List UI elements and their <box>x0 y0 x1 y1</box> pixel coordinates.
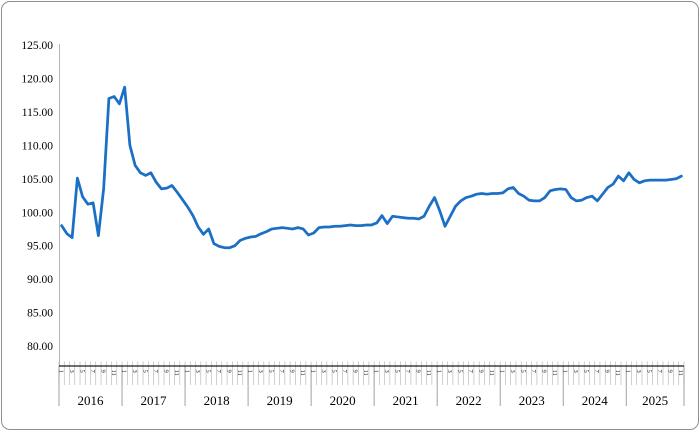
month-tick-label: 11 <box>551 370 558 376</box>
month-tick-label: 9 <box>667 370 674 373</box>
month-tick-label: 7 <box>341 370 348 374</box>
month-tick-label: 9 <box>541 370 548 373</box>
y-tick-label: 120.00 <box>21 73 53 85</box>
month-tick-label: 9 <box>162 370 169 373</box>
month-tick-label: 5 <box>457 370 464 373</box>
month-tick-label: 11 <box>362 370 369 376</box>
month-tick-label: 5 <box>394 370 401 373</box>
year-label: 2020 <box>330 393 356 408</box>
month-tick-label: 7 <box>404 370 411 374</box>
month-tick-label: 11 <box>299 370 306 376</box>
y-tick-label: 105.00 <box>21 174 53 186</box>
month-tick-label: 3 <box>383 370 390 373</box>
month-tick-label: 5 <box>331 370 338 373</box>
month-tick-label: 5 <box>141 370 148 373</box>
y-tick-label: 90.00 <box>27 274 53 286</box>
month-tick-label: 9 <box>478 370 485 373</box>
month-tick-label: 11 <box>425 370 432 376</box>
month-tick-label: 11 <box>110 370 117 376</box>
month-tick-label: 1 <box>57 370 64 373</box>
year-labels: 2016 2017 2018 2019 2020 2021 2022 2023 2024 2025 <box>78 393 669 408</box>
month-tick-label: 1 <box>499 370 506 373</box>
month-ticks <box>58 361 685 385</box>
y-tick-label: 125.00 <box>21 40 53 52</box>
y-tick-label: 80.00 <box>27 341 53 353</box>
month-tick-label: 7 <box>656 370 663 374</box>
year-label: 2023 <box>519 393 545 408</box>
month-tick-label: 5 <box>583 370 590 373</box>
month-tick-label: 9 <box>415 370 422 373</box>
month-tick-label: 3 <box>635 370 642 373</box>
month-tick-label: 5 <box>520 370 527 373</box>
month-tick-label: 11 <box>236 370 243 376</box>
month-tick-label: 11 <box>614 370 621 376</box>
y-tick-label: 115.00 <box>22 107 53 119</box>
month-tick-label: 9 <box>604 370 611 373</box>
month-tick-label: 7 <box>152 370 159 374</box>
month-tick-label: 9 <box>99 370 106 373</box>
month-tick-label: 11 <box>677 370 684 376</box>
month-tick-label: 3 <box>509 370 516 373</box>
month-tick-labels: 1 3 5 7 9 11 1 3 5 7 9 11 1 3 5 7 9 11 1 3 5 7 9 11 1 3 5 7 9 11 1 3 5 7 9… <box>57 370 684 376</box>
year-label: 2024 <box>582 393 609 408</box>
month-tick-label: 9 <box>289 370 296 373</box>
year-label: 2025 <box>642 393 668 408</box>
data-series-line <box>60 85 683 250</box>
month-tick-label: 5 <box>268 370 275 373</box>
y-tick-label: 95.00 <box>27 241 53 253</box>
year-separators <box>58 366 685 406</box>
month-tick-label: 11 <box>488 370 495 376</box>
month-tick-label: 5 <box>78 370 85 373</box>
month-tick-label: 3 <box>131 370 138 373</box>
y-axis-labels: 125.00 120.00 115.00 110.00 105.00 100.00 95.0… <box>21 40 53 353</box>
month-tick-label: 3 <box>572 370 579 373</box>
month-tick-label: 1 <box>183 370 190 373</box>
month-tick-label: 3 <box>320 370 327 373</box>
month-tick-label: 11 <box>173 370 180 376</box>
month-tick-label: 1 <box>373 370 380 373</box>
month-tick-label: 9 <box>352 370 359 373</box>
month-tick-label: 7 <box>89 370 96 374</box>
month-tick-label: 1 <box>625 370 632 373</box>
axes <box>59 44 684 367</box>
month-tick-label: 7 <box>215 370 222 374</box>
month-tick-label: 7 <box>530 370 537 374</box>
month-tick-label: 7 <box>278 370 285 374</box>
year-label: 2018 <box>204 393 230 408</box>
y-tick-label: 100.00 <box>21 207 53 219</box>
month-tick-label: 3 <box>446 370 453 373</box>
month-tick-label: 7 <box>593 370 600 374</box>
year-label: 2017 <box>141 393 168 408</box>
month-tick-label: 5 <box>646 370 653 373</box>
month-tick-label: 7 <box>467 370 474 374</box>
month-tick-label: 1 <box>562 370 569 373</box>
month-tick-label: 9 <box>225 370 232 373</box>
month-tick-label: 1 <box>120 370 127 373</box>
month-tick-label: 3 <box>194 370 201 373</box>
y-tick-label: 85.00 <box>27 308 53 320</box>
year-label: 2022 <box>456 393 482 408</box>
month-tick-label: 3 <box>257 370 264 373</box>
month-tick-label: 3 <box>68 370 75 373</box>
year-label: 2016 <box>78 393 105 408</box>
y-tick-label: 110.00 <box>22 140 53 152</box>
month-tick-label: 1 <box>310 370 317 373</box>
month-tick-label: 5 <box>204 370 211 373</box>
month-tick-label: 1 <box>436 370 443 373</box>
month-tick-label: 1 <box>247 370 254 373</box>
year-label: 2019 <box>267 393 293 408</box>
year-label: 2021 <box>393 393 419 408</box>
